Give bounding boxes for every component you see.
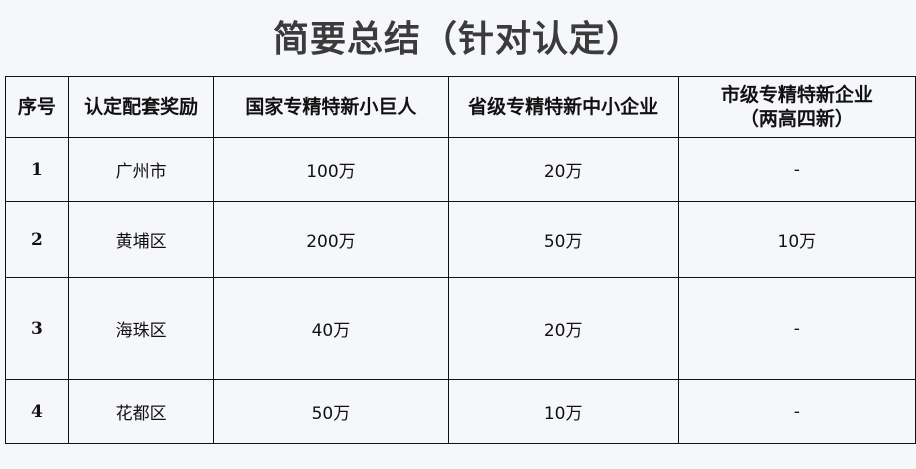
header-municipal: 市级专精特新企业 （两高四新） [677,76,916,138]
page-title: 简要总结（针对认定） [272,19,643,60]
header-municipal-line2: （两高四新） [739,108,854,130]
header-municipal-line1: 市级专精特新企业 [720,84,873,106]
cell-municipal: - [677,137,916,202]
cell-region: 花都区 [67,379,215,444]
header-provincial: 省级专精特新中小企业 [447,76,679,138]
summary-table: 序号 认定配套奖励 国家专精特新小巨人 省级专精特新中小企业 市级专精特新企业（… [5,76,916,444]
cell-region: 广州市 [67,137,215,202]
cell-national: 40万 [213,277,449,380]
header-no: 序号 [5,76,69,138]
header-national: 国家专精特新小巨人 [213,76,449,138]
cell-provincial: 20万 [447,277,679,380]
table-row: 2 黄埔区 200万 50万 10万 [5,201,916,278]
cell-national: 50万 [213,379,449,444]
cell-region: 海珠区 [67,277,215,380]
table-row: 1 广州市 100万 20万 - [5,137,916,202]
cell-municipal: 10万 [677,201,916,278]
cell-national: 200万 [213,201,449,278]
cell-national: 100万 [213,137,449,202]
cell-municipal: - [677,379,916,444]
cell-provincial: 10万 [447,379,679,444]
header-region: 认定配套奖励 [67,76,215,138]
cell-no: 4 [5,379,69,444]
cell-provincial: 50万 [447,201,679,278]
table-row: 4 花都区 50万 10万 - [5,379,916,444]
cell-region: 黄埔区 [67,201,215,278]
cell-no: 3 [5,277,69,380]
cell-no: 2 [5,201,69,278]
table-row: 3 海珠区 40万 20万 - [5,277,916,380]
cell-no: 1 [5,137,69,202]
cell-municipal: - [677,277,916,380]
table-header-row: 序号 认定配套奖励 国家专精特新小巨人 省级专精特新中小企业 市级专精特新企业（… [5,76,916,138]
cell-provincial: 20万 [447,137,679,202]
